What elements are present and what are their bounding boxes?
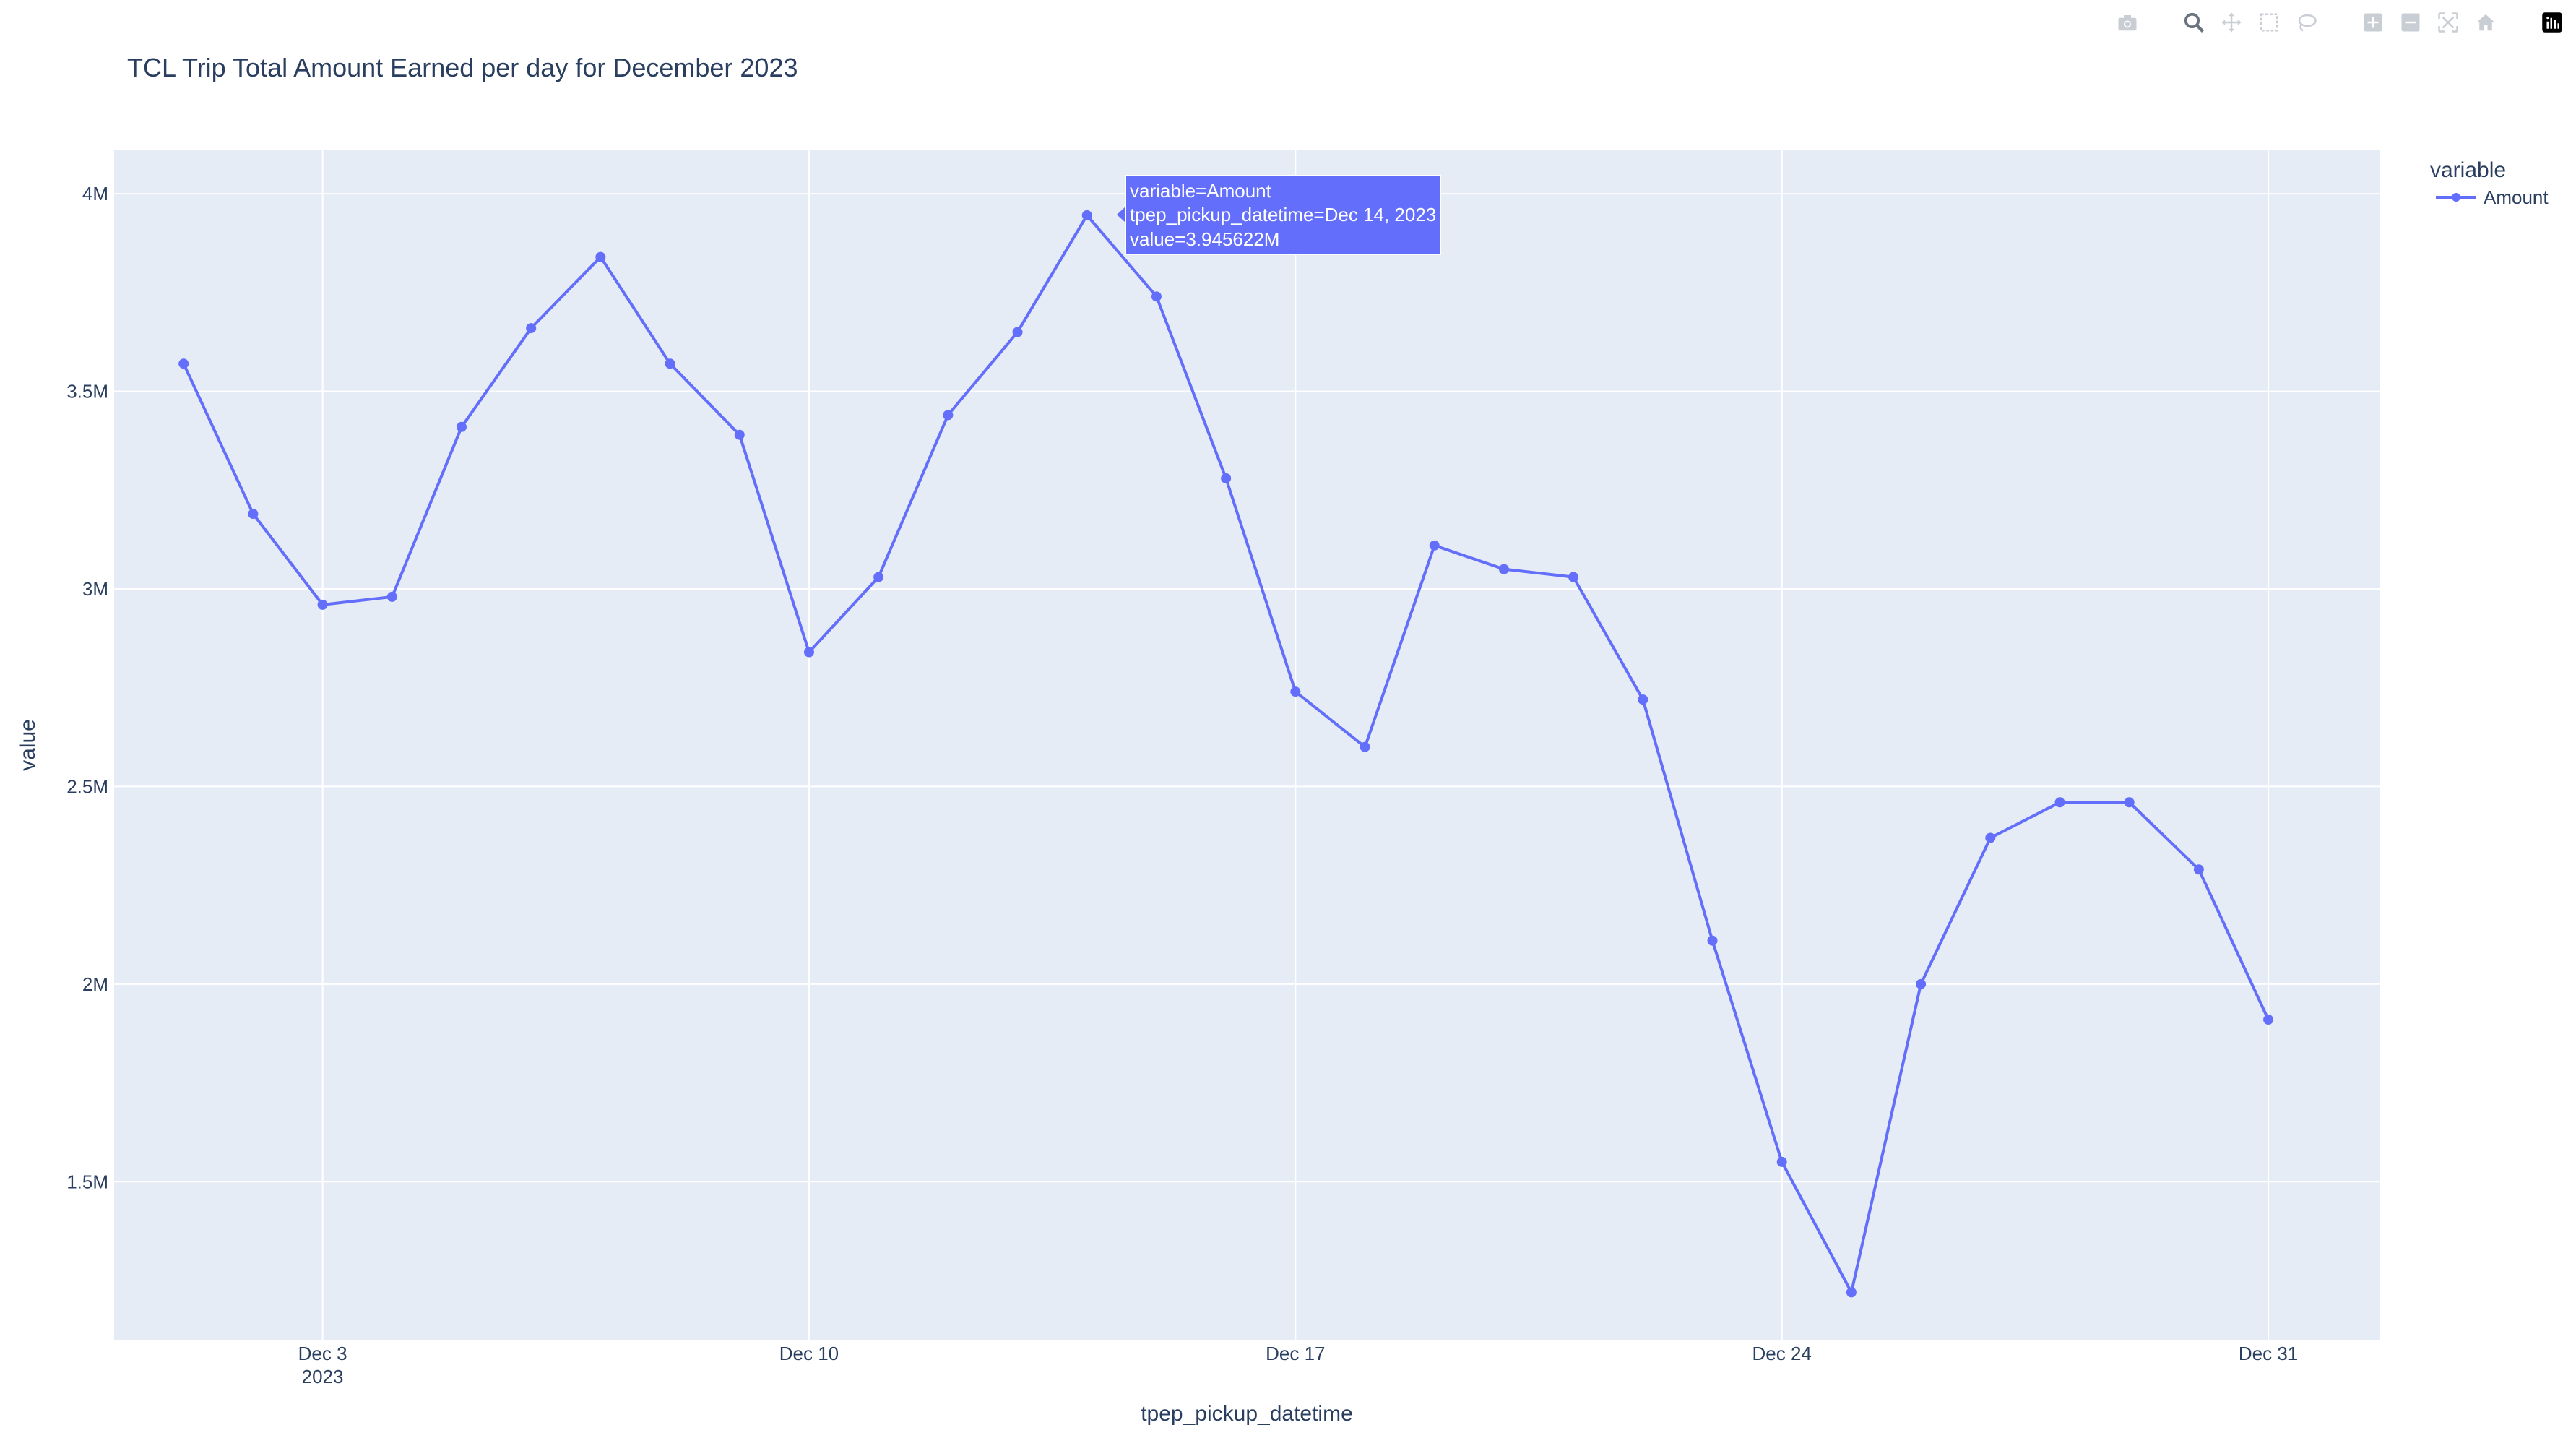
chart-title: TCL Trip Total Amount Earned per day for…: [127, 53, 798, 82]
data-point[interactable]: [2124, 797, 2135, 808]
x-tick-label: Dec 3: [298, 1343, 347, 1364]
zoom-out-icon: [2401, 13, 2420, 32]
legend-title: variable: [2430, 158, 2506, 182]
reset-axes-icon: [2476, 14, 2495, 31]
data-point[interactable]: [317, 599, 328, 610]
y-tick-label: 4M: [82, 183, 108, 204]
data-point[interactable]: [1846, 1287, 1857, 1298]
modebar: [2115, 10, 2564, 35]
data-point[interactable]: [943, 410, 954, 421]
zoom-out-button[interactable]: [2398, 10, 2423, 35]
box-select-button[interactable]: [2257, 10, 2281, 35]
plotly-logo-button[interactable]: [2540, 10, 2564, 35]
data-point[interactable]: [1012, 327, 1023, 337]
x-tick-year-label: 2023: [302, 1366, 344, 1387]
data-point[interactable]: [1985, 832, 1996, 843]
pan-button[interactable]: [2219, 10, 2244, 35]
data-point[interactable]: [2193, 864, 2204, 875]
legend-label-amount: Amount: [2484, 186, 2549, 208]
series-amount-points[interactable]: [178, 210, 2274, 1298]
y-axis-label: value: [16, 719, 40, 771]
data-point[interactable]: [248, 509, 259, 520]
data-point[interactable]: [1568, 572, 1579, 582]
data-point[interactable]: [2054, 797, 2065, 808]
plotly-logo-icon: [2542, 12, 2562, 33]
data-point[interactable]: [1081, 210, 1092, 220]
data-point[interactable]: [1707, 935, 1718, 946]
pan-icon: [2221, 12, 2242, 33]
data-point[interactable]: [1360, 741, 1370, 752]
data-point[interactable]: [1498, 564, 1509, 574]
hover-line-3: value=3.945622M: [1130, 228, 1279, 250]
data-point[interactable]: [1151, 291, 1162, 302]
legend-marker-amount: [2452, 193, 2460, 202]
data-point[interactable]: [1916, 978, 1927, 989]
x-tick-label: Dec 10: [779, 1343, 839, 1364]
data-point[interactable]: [386, 591, 397, 602]
data-point[interactable]: [803, 647, 814, 658]
data-point[interactable]: [1429, 540, 1440, 551]
plot-area[interactable]: [114, 150, 2380, 1340]
y-tick-label: 1.5M: [66, 1171, 108, 1192]
autoscale-icon: [2438, 12, 2458, 33]
data-point[interactable]: [734, 429, 745, 440]
hover-pointer: [1117, 207, 1125, 223]
y-tick-label: 3.5M: [66, 381, 108, 402]
x-axis-label: tpep_pickup_datetime: [1141, 1402, 1353, 1426]
lasso-select-button[interactable]: [2294, 10, 2319, 35]
data-point[interactable]: [456, 421, 467, 432]
y-tick-label: 2M: [82, 973, 108, 995]
autoscale-button[interactable]: [2436, 10, 2460, 35]
data-point[interactable]: [526, 323, 537, 334]
data-point[interactable]: [873, 572, 884, 582]
data-point[interactable]: [2263, 1015, 2274, 1025]
hover-box: [1125, 175, 1441, 255]
hover-tooltip: variable=Amount tpep_pickup_datetime=Dec…: [1117, 175, 1441, 255]
lasso-select-icon: [2298, 14, 2317, 32]
data-point[interactable]: [1290, 686, 1301, 697]
y-tick-label: 3M: [82, 578, 108, 600]
zoom-in-button[interactable]: [2361, 10, 2385, 35]
y-tick-label: 2.5M: [66, 775, 108, 797]
data-point[interactable]: [1221, 473, 1232, 483]
zoom-icon: [2184, 12, 2205, 33]
data-point[interactable]: [178, 358, 189, 369]
zoom-button[interactable]: [2182, 10, 2206, 35]
x-tick-label: Dec 31: [2239, 1343, 2298, 1364]
data-point[interactable]: [665, 358, 675, 369]
hover-line-2: tpep_pickup_datetime=Dec 14, 2023: [1130, 204, 1436, 225]
data-point[interactable]: [595, 251, 606, 262]
x-tick-label: Dec 24: [1752, 1343, 1812, 1364]
camera-button[interactable]: [2115, 10, 2140, 35]
x-tick-label: Dec 17: [1266, 1343, 1325, 1364]
legend-item-amount[interactable]: Amount: [2436, 186, 2549, 208]
zoom-in-icon: [2364, 13, 2382, 32]
camera-icon: [2118, 15, 2137, 31]
legend: variable Amount: [2430, 158, 2549, 208]
box-select-icon: [2260, 13, 2278, 32]
reset-axes-button[interactable]: [2473, 10, 2498, 35]
data-point[interactable]: [1638, 694, 1648, 705]
hover-line-1: variable=Amount: [1130, 180, 1272, 202]
data-point[interactable]: [1776, 1156, 1787, 1167]
